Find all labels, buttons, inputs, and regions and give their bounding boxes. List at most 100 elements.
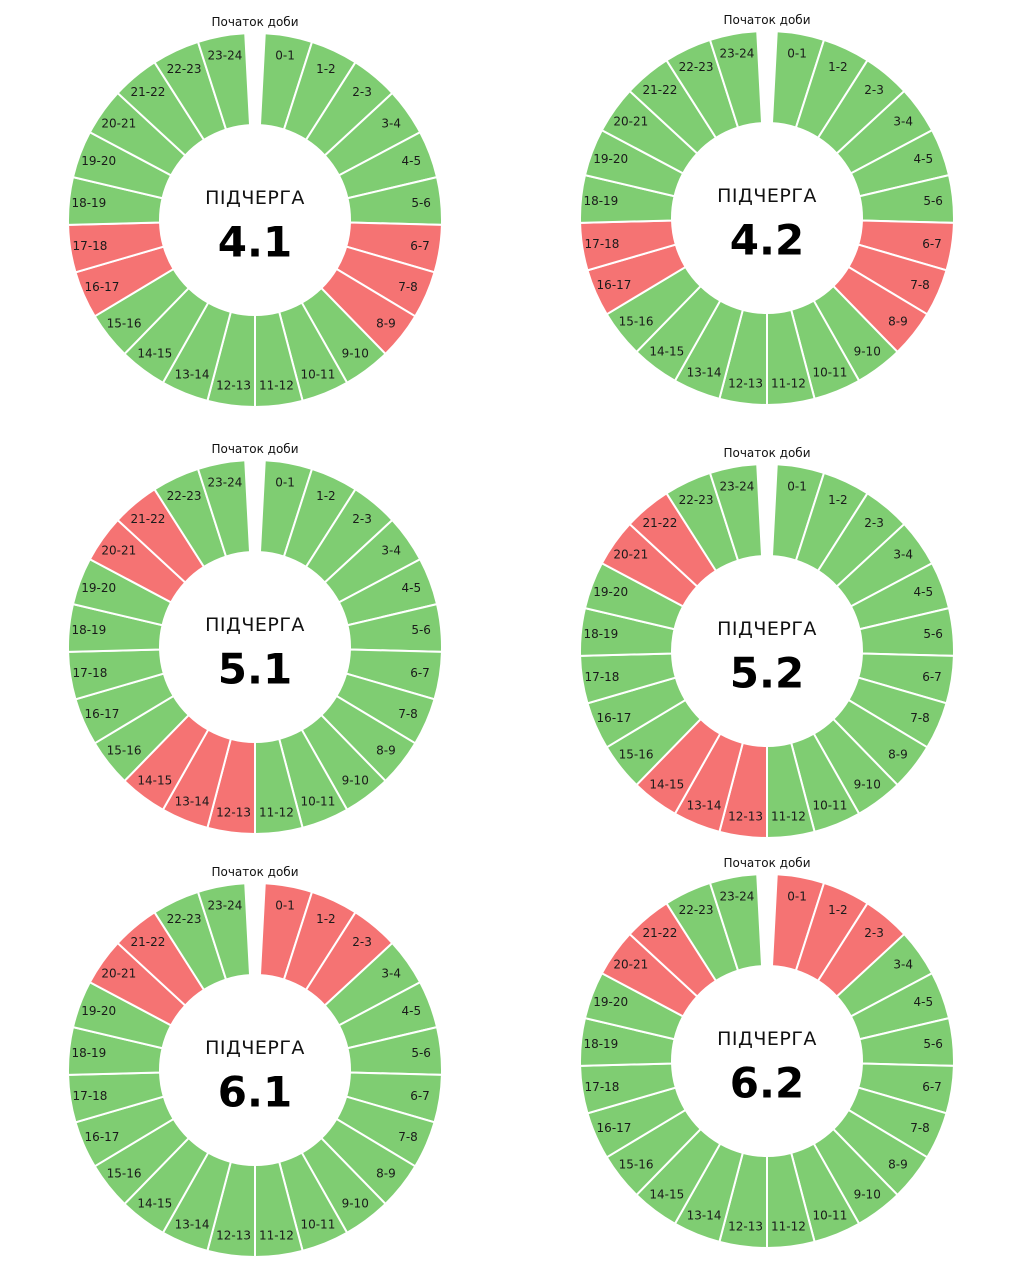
segment-label-20-21: 20-21 [101, 116, 136, 130]
segment-label-10-11: 10-11 [300, 1218, 335, 1232]
segment-label-21-22: 21-22 [642, 83, 677, 97]
segment-label-2-3: 2-3 [352, 85, 372, 99]
segment-label-18-19: 18-19 [583, 627, 618, 641]
segment-label-7-8: 7-8 [910, 278, 930, 292]
segment-label-16-17: 16-17 [597, 278, 632, 292]
segment-label-13-14: 13-14 [687, 366, 722, 380]
segment-label-5-6: 5-6 [923, 194, 943, 208]
segment-label-21-22: 21-22 [642, 516, 677, 530]
segment-label-14-15: 14-15 [649, 778, 684, 792]
center-queue-number: 5.2 [730, 649, 804, 698]
segment-label-9-10: 9-10 [342, 1197, 369, 1211]
segment-label-3-4: 3-4 [381, 543, 401, 557]
segment-label-8-9: 8-9 [888, 748, 908, 762]
segment-label-13-14: 13-14 [175, 1218, 210, 1232]
segment-label-8-9: 8-9 [376, 317, 396, 331]
segment-label-13-14: 13-14 [175, 368, 210, 382]
segment-label-12-13: 12-13 [728, 1220, 763, 1234]
segment-label-23-24: 23-24 [719, 890, 754, 904]
segment-label-0-1: 0-1 [275, 476, 295, 490]
segment-label-22-23: 22-23 [679, 903, 714, 917]
segment-23-24-on [196, 32, 252, 131]
segment-23-24-on [196, 459, 252, 558]
segment-label-12-13: 12-13 [216, 1229, 251, 1243]
segment-label-0-1: 0-1 [787, 47, 807, 61]
segment-label-21-22: 21-22 [130, 512, 165, 526]
segment-label-22-23: 22-23 [679, 493, 714, 507]
segment-label-10-11: 10-11 [812, 1209, 847, 1223]
segment-label-23-24: 23-24 [719, 47, 754, 61]
segment-label-5-6: 5-6 [411, 623, 431, 637]
center-subtitle: ПІДЧЕРГА [717, 618, 817, 640]
segment-label-1-2: 1-2 [316, 912, 336, 926]
schedule-chart-6-1: 0-1 1-2 2-3 3-4 4-5 5-6 6-7 7-8 8-9 9-10 10-11 11-1… [45, 860, 465, 1280]
center-queue-number: 4.2 [730, 216, 804, 265]
schedule-chart-4-1: 0-1 1-2 2-3 3-4 4-5 5-6 6-7 7-8 8-9 9-10 10-11 11-1… [45, 10, 465, 430]
segment-label-9-10: 9-10 [854, 345, 881, 359]
segment-label-20-21: 20-21 [101, 966, 136, 980]
start-of-day-label: Початок доби [211, 15, 298, 29]
segment-label-12-13: 12-13 [728, 810, 763, 824]
center-subtitle: ПІДЧЕРГА [205, 614, 305, 636]
segment-label-1-2: 1-2 [316, 489, 336, 503]
segment-label-18-19: 18-19 [583, 1037, 618, 1051]
segment-label-10-11: 10-11 [812, 366, 847, 380]
segment-label-11-12: 11-12 [771, 377, 806, 391]
segment-label-17-18: 17-18 [585, 1080, 620, 1094]
segment-label-13-14: 13-14 [175, 795, 210, 809]
segment-label-6-7: 6-7 [410, 666, 430, 680]
segment-label-21-22: 21-22 [642, 926, 677, 940]
center-queue-number: 6.2 [730, 1059, 804, 1108]
center-queue-number: 4.1 [218, 218, 292, 267]
segment-label-8-9: 8-9 [888, 1158, 908, 1172]
segment-label-1-2: 1-2 [316, 62, 336, 76]
start-of-day-label: Початок доби [211, 442, 298, 456]
segment-label-11-12: 11-12 [259, 379, 294, 393]
segment-label-6-7: 6-7 [922, 237, 942, 251]
segment-label-19-20: 19-20 [81, 154, 116, 168]
segment-label-4-5: 4-5 [401, 1004, 421, 1018]
segment-label-11-12: 11-12 [771, 810, 806, 824]
segment-label-10-11: 10-11 [300, 795, 335, 809]
segment-label-9-10: 9-10 [854, 778, 881, 792]
segment-label-16-17: 16-17 [85, 280, 120, 294]
segment-label-5-6: 5-6 [923, 627, 943, 641]
segment-label-6-7: 6-7 [922, 670, 942, 684]
segment-label-7-8: 7-8 [910, 711, 930, 725]
segment-label-17-18: 17-18 [73, 666, 108, 680]
segment-23-24-on [196, 882, 252, 981]
segment-label-0-1: 0-1 [787, 890, 807, 904]
segment-label-17-18: 17-18 [73, 239, 108, 253]
segment-label-16-17: 16-17 [85, 707, 120, 721]
segment-label-14-15: 14-15 [137, 347, 172, 361]
segment-label-7-8: 7-8 [398, 1130, 418, 1144]
segment-label-9-10: 9-10 [342, 347, 369, 361]
segment-label-2-3: 2-3 [864, 516, 884, 530]
segment-label-7-8: 7-8 [398, 707, 418, 721]
segment-label-1-2: 1-2 [828, 493, 848, 507]
segment-label-7-8: 7-8 [398, 280, 418, 294]
segment-label-8-9: 8-9 [376, 1167, 396, 1181]
segment-label-23-24: 23-24 [207, 476, 242, 490]
segment-label-14-15: 14-15 [137, 1197, 172, 1211]
segment-label-21-22: 21-22 [130, 85, 165, 99]
segment-label-23-24: 23-24 [207, 49, 242, 63]
center-subtitle: ПІДЧЕРГА [717, 185, 817, 207]
segment-label-17-18: 17-18 [73, 1089, 108, 1103]
segment-label-19-20: 19-20 [81, 581, 116, 595]
segment-label-19-20: 19-20 [593, 152, 628, 166]
segment-label-14-15: 14-15 [137, 774, 172, 788]
segment-label-19-20: 19-20 [593, 995, 628, 1009]
segment-label-0-1: 0-1 [275, 899, 295, 913]
start-of-day-label: Початок доби [211, 865, 298, 879]
segment-label-20-21: 20-21 [613, 547, 648, 561]
schedule-chart-4-2: 0-1 1-2 2-3 3-4 4-5 5-6 6-7 7-8 8-9 9-10 10-11 11-1… [557, 8, 977, 428]
segment-label-20-21: 20-21 [101, 543, 136, 557]
donut-svg: 0-1 1-2 2-3 3-4 4-5 5-6 6-7 7-8 8-9 9-10 10-11 11-1… [67, 442, 443, 836]
segment-label-2-3: 2-3 [864, 83, 884, 97]
start-of-day-label: Початок доби [723, 446, 810, 460]
segment-label-20-21: 20-21 [613, 114, 648, 128]
segment-label-3-4: 3-4 [893, 547, 913, 561]
segment-label-17-18: 17-18 [585, 237, 620, 251]
donut-svg: 0-1 1-2 2-3 3-4 4-5 5-6 6-7 7-8 8-9 9-10 10-11 11-1… [67, 15, 443, 409]
